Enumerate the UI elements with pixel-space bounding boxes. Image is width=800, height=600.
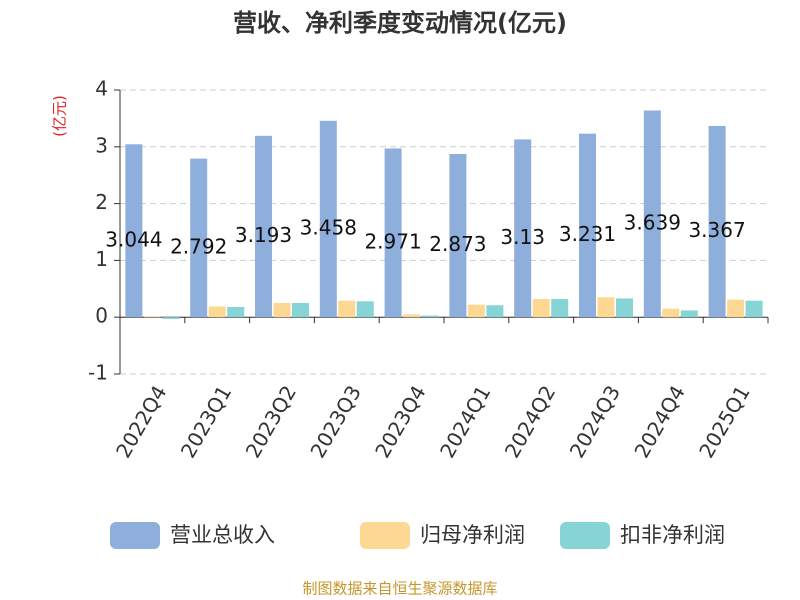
y-tick-label: 2 — [95, 190, 108, 214]
y-axis-label: (亿元) — [51, 95, 69, 137]
bar — [319, 120, 337, 318]
bar — [745, 300, 763, 318]
source-note: 制图数据来自恒生聚源数据库 — [302, 580, 497, 598]
bar — [486, 305, 504, 318]
x-tick-label: 2023Q2 — [241, 381, 301, 462]
data-label: 3.13 — [500, 225, 545, 249]
data-label: 3.044 — [105, 227, 162, 251]
data-label: 3.639 — [624, 210, 681, 234]
y-tick-label: 3 — [95, 133, 108, 157]
bar — [208, 306, 226, 318]
legend-swatch — [360, 522, 410, 549]
x-tick-label: 2023Q3 — [305, 381, 365, 462]
bar — [579, 133, 596, 318]
x-tick-label: 2024Q3 — [565, 381, 625, 462]
x-tick-label: 2024Q1 — [435, 381, 495, 462]
data-label: 2.873 — [429, 232, 486, 256]
bar — [467, 304, 485, 318]
bar — [708, 125, 726, 318]
data-label: 2.971 — [364, 229, 421, 253]
bar — [143, 316, 161, 318]
data-label: 3.367 — [688, 218, 745, 242]
x-tick-label: 2022Q4 — [111, 381, 171, 462]
x-tick-label: 2024Q2 — [500, 381, 560, 462]
x-tick-label: 2025Q1 — [694, 381, 754, 462]
bar — [532, 299, 550, 318]
bar — [356, 301, 374, 318]
legend-label: 营业总收入 — [170, 523, 275, 547]
bar — [597, 297, 615, 318]
bar — [292, 303, 309, 318]
bar — [514, 139, 532, 318]
bar — [403, 314, 421, 318]
x-tick-label: 2024Q4 — [629, 381, 689, 462]
bar — [162, 317, 180, 319]
bar — [273, 303, 291, 318]
y-tick-label: 4 — [95, 77, 108, 101]
bar — [384, 148, 402, 318]
bar — [255, 135, 272, 318]
data-label: 2.792 — [170, 234, 227, 258]
data-label: 3.193 — [235, 223, 292, 247]
data-label: 3.231 — [559, 222, 616, 246]
legend-swatch — [560, 522, 610, 549]
legend-swatch — [110, 522, 160, 549]
bar — [449, 154, 467, 318]
y-tick-label: 1 — [95, 247, 108, 271]
bar — [727, 299, 745, 318]
legend-label: 归母净利润 — [420, 523, 525, 547]
bar — [421, 315, 439, 318]
bar — [551, 299, 569, 318]
y-tick-label: 0 — [95, 304, 108, 328]
bar — [662, 308, 680, 318]
bar — [643, 110, 661, 318]
x-tick-label: 2023Q4 — [370, 381, 430, 462]
bar — [190, 158, 208, 318]
legend-label: 扣非净利润 — [620, 523, 725, 547]
bar — [125, 144, 143, 318]
bar — [227, 306, 245, 318]
x-tick-label: 2023Q1 — [176, 381, 236, 462]
y-tick-label: -1 — [88, 361, 108, 385]
data-label: 3.458 — [300, 215, 357, 239]
bar — [616, 298, 633, 318]
bar — [680, 310, 698, 318]
bar — [338, 300, 356, 318]
chart-title: 营收、净利季度变动情况(亿元) — [233, 9, 567, 37]
